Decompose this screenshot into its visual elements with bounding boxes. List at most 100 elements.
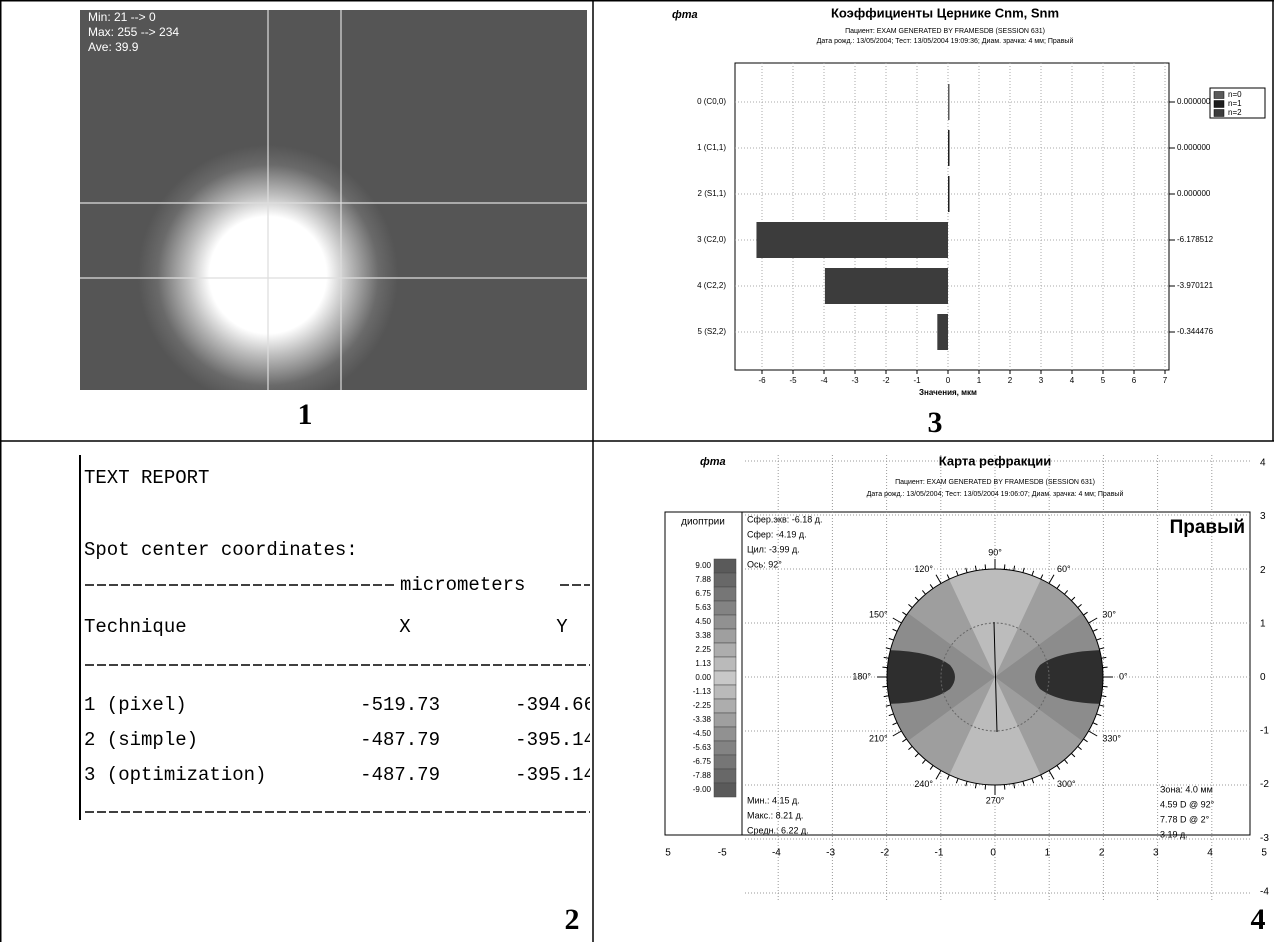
eye: Правый [1170, 517, 1245, 538]
scale-swatch [714, 629, 736, 643]
scale-swatch [714, 755, 736, 769]
x-tick-label: -5 [789, 376, 797, 385]
x-tick-label: -3 [851, 376, 859, 385]
scale-label: -9.00 [693, 785, 712, 794]
stat: Max: 255 --> 234 [88, 25, 179, 39]
angle-tick [908, 746, 912, 749]
angle-tick [902, 612, 906, 615]
angle-tick [930, 584, 933, 588]
angle-tick [947, 575, 949, 580]
logo: фта [672, 9, 698, 21]
angle-tick [884, 696, 889, 697]
scale-swatch [714, 783, 736, 797]
y-tick-label: 2 [1260, 565, 1266, 576]
angle-label: 120° [914, 564, 933, 574]
value-label: 0.000000 [1177, 143, 1211, 152]
x-tick-label: -2 [882, 376, 890, 385]
scale-swatch [714, 699, 736, 713]
report: TEXT REPORT Spot center coordinates: mic… [80, 455, 600, 820]
x-tick-label: -5 [718, 848, 727, 859]
refraction-map [877, 559, 1113, 795]
angle-tick [886, 648, 891, 649]
y-tick-label: -4 [1260, 886, 1269, 897]
x-tick-label: -1 [935, 848, 944, 859]
angle-label: 210° [869, 733, 888, 743]
subtitle: Пациент: EXAM GENERATED BY FRAMESDB (SES… [845, 28, 1045, 35]
angle-tick [956, 571, 958, 576]
angle-tick [1064, 760, 1067, 764]
scale-label: -3.38 [693, 715, 712, 724]
legend-swatch [1214, 110, 1224, 117]
stat: 3.19 д. [1160, 829, 1188, 839]
subtitle: Дата рожд.: 13/05/2004; Тест: 13/05/2004… [867, 490, 1124, 498]
angle-tick [1096, 638, 1101, 640]
angle-tick [1049, 771, 1054, 780]
angle-tick [1064, 590, 1067, 594]
x-value: -519.73 [360, 694, 440, 716]
y-tick-label: 0 (C0,0) [697, 97, 726, 106]
x-tick-label: 0 [946, 376, 951, 385]
y-tick-label: 0 [1260, 672, 1266, 683]
angle-tick [966, 568, 967, 573]
angle-tick [884, 657, 889, 658]
scale-label: 7.88 [695, 575, 711, 584]
y-value: -395.14 [515, 729, 595, 751]
scale-swatch [714, 615, 736, 629]
units: micrometers [400, 574, 525, 596]
value-label: 0.000000 [1177, 189, 1211, 198]
y-tick-label: 1 [1260, 618, 1266, 629]
x-tick-label: 1 [977, 376, 982, 385]
technique: 2 (simple) [84, 729, 198, 751]
x-tick-label: 4 [1207, 848, 1213, 859]
angle-tick [893, 723, 898, 725]
subtitle: Дата рожд.: 13/05/2004; Тест: 13/05/2004… [817, 37, 1074, 45]
scale-swatch [714, 713, 736, 727]
y-value: -395.14 [515, 764, 595, 786]
y-value: -394.66 [515, 694, 595, 716]
x-tick-label: -6 [758, 376, 766, 385]
scale-swatch [714, 559, 736, 573]
angle-label: 90° [988, 547, 1002, 557]
legend-label: n=0 [1228, 90, 1242, 99]
stat: Сфер: -4.19 д. [747, 529, 807, 539]
x-tick-label: 6 [1132, 376, 1137, 385]
bar [756, 222, 948, 258]
angle-tick [1014, 783, 1015, 788]
x-value: -487.79 [360, 729, 440, 751]
angle-tick [1041, 775, 1043, 780]
y-tick-label: 1 (C1,1) [697, 143, 726, 152]
scale-label: -6.75 [693, 757, 712, 766]
scale-label: 2.25 [695, 645, 711, 654]
unit: диоптрии [681, 517, 725, 528]
panel-label: 4 [1251, 903, 1266, 936]
scale-swatch [714, 727, 736, 741]
angle-tick [1083, 739, 1087, 742]
legend-swatch [1214, 101, 1224, 108]
angle-tick [936, 575, 941, 584]
angle-tick [1093, 723, 1098, 725]
angle-tick [1089, 731, 1098, 736]
angle-tick [1083, 612, 1087, 615]
angle-tick [1057, 765, 1060, 769]
bar [948, 84, 950, 120]
value-label: -0.344476 [1177, 327, 1214, 336]
x-axis-label: Значения, мкм [919, 388, 977, 397]
angle-label: 150° [869, 609, 888, 619]
y-tick-label: -1 [1260, 726, 1269, 737]
y-tick-label: 3 [1260, 511, 1266, 522]
x-tick-label: 5 [665, 848, 671, 859]
value-label: 0.000000 [1177, 97, 1211, 106]
scale-label: -7.88 [693, 771, 712, 780]
angle-tick [1014, 566, 1015, 571]
x-tick-label: 1 [1045, 848, 1051, 859]
angle-tick [1049, 575, 1054, 584]
legend-label: n=2 [1228, 108, 1242, 117]
angle-tick [1099, 648, 1104, 649]
stat: Цил: -3.99 д. [747, 544, 800, 554]
technique: 3 (optimization) [84, 764, 266, 786]
x-tick-label: -2 [880, 848, 889, 859]
scale-swatch [714, 769, 736, 783]
x-tick-label: 2 [1099, 848, 1105, 859]
angle-tick [1023, 568, 1024, 573]
angle-tick [922, 590, 925, 594]
